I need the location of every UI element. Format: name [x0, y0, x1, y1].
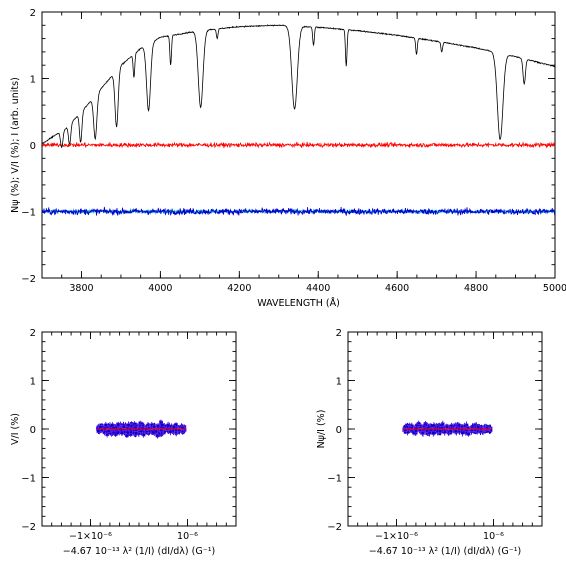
data-point: [96, 429, 101, 433]
y-tick-label: 1: [30, 75, 36, 86]
data-point: [442, 429, 447, 434]
data-point: [174, 423, 178, 427]
x-tick-label: 10⁻⁶: [177, 531, 198, 542]
y-tick-label: 1: [30, 377, 36, 388]
x-axis-label: −4.67 10⁻¹³ λ² (1/I) (dI/dλ) (G⁻¹): [63, 546, 216, 557]
y-tick-label: 0: [30, 141, 36, 152]
data-point: [156, 424, 160, 429]
data-point: [115, 430, 120, 435]
x-tick-label: 4000: [148, 283, 172, 294]
data-point: [122, 424, 126, 429]
x-axis-label: WAVELENGTH (Å): [257, 297, 340, 309]
y-tick-label: −1: [21, 474, 36, 485]
y-tick-label: 0: [336, 425, 342, 436]
stokes-v-trace: [42, 206, 555, 217]
data-point: [168, 429, 173, 434]
x-tick-label: −1×10⁻⁶: [69, 531, 112, 542]
y-tick-label: 2: [30, 8, 36, 19]
intensity-spectrum-trace: [42, 24, 555, 149]
data-point: [427, 430, 432, 435]
data-point: [438, 429, 443, 434]
data-point: [116, 422, 121, 427]
data-point: [470, 428, 474, 432]
stokes-v-scatter-panel: −2 −1 0 1 2 −1×10⁻⁶ 10⁻⁶ −4.67 10⁻¹³ λ² (1/I) (…: [10, 328, 237, 557]
y-tick-label: −2: [21, 522, 36, 533]
y-axis-label: Nψ/I (%): [316, 410, 327, 449]
y-tick-label: 0: [30, 425, 36, 436]
data-point: [476, 425, 481, 430]
null-profile-trace: [42, 141, 555, 149]
y-tick-label: 2: [30, 328, 36, 339]
x-tick-label: 4400: [306, 283, 330, 294]
x-tick-label: 4800: [464, 283, 488, 294]
data-point: [485, 426, 489, 431]
data-point: [448, 429, 453, 434]
x-tick-label: 5000: [543, 283, 566, 294]
y-tick-label: 1: [336, 377, 342, 388]
data-point: [103, 423, 108, 428]
data-point: [445, 424, 449, 429]
data-point: [432, 427, 437, 432]
data-point: [159, 427, 164, 432]
y-tick-label: −2: [21, 274, 36, 285]
data-point: [151, 430, 156, 435]
y-tick-label: −1: [21, 208, 36, 219]
y-tick-label: −2: [327, 522, 342, 533]
data-point: [418, 428, 422, 432]
data-point: [106, 429, 111, 434]
data-point: [466, 426, 470, 430]
data-point: [152, 424, 156, 429]
data-point: [172, 425, 176, 429]
data-point: [180, 426, 185, 430]
data-point: [403, 428, 408, 432]
x-tick-label: 4600: [385, 283, 409, 294]
spectrum-plot-area: [42, 24, 555, 217]
x-tick-label: 10⁻⁶: [483, 531, 504, 542]
data-point: [120, 430, 124, 435]
y-axis-label: Nψ (%); V/I (%); I (arb. units): [10, 77, 21, 213]
x-tick-label: −1×10⁻⁶: [375, 531, 418, 542]
data-point: [111, 426, 116, 431]
data-point: [155, 433, 160, 438]
x-tick-label: 3800: [69, 283, 93, 294]
x-tick-label: 4200: [227, 283, 251, 294]
y-axis-label: V/I (%): [10, 413, 21, 445]
data-point: [126, 423, 131, 428]
spectrum-panel: −2 −1 0 1 2 3800 4000 4200 4400 4600 4800 5000 WAVEL…: [10, 8, 566, 309]
x-axis-label: −4.67 10⁻¹³ λ² (1/I) (dI/dλ) (G⁻¹): [369, 546, 522, 557]
y-tick-label: 2: [336, 328, 342, 339]
y-tick-label: −1: [327, 474, 342, 485]
null-scatter-panel: −2 −1 0 1 2 −1×10⁻⁶ 10⁻⁶ −4.67 10⁻¹³ λ² (1/I) (…: [316, 328, 543, 557]
